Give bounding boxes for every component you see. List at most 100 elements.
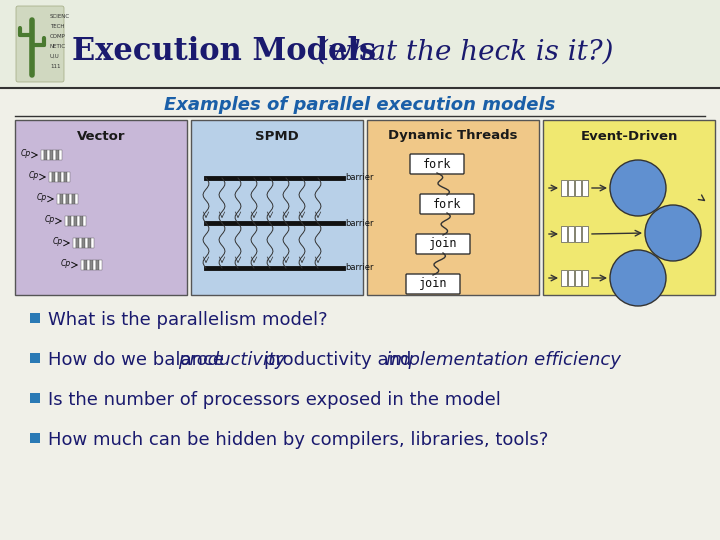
- Bar: [561, 180, 567, 196]
- FancyBboxPatch shape: [406, 274, 460, 294]
- Text: barrier: barrier: [345, 264, 374, 273]
- Bar: [88, 238, 91, 248]
- Bar: [0, 0, 720, 88]
- Text: (what the heck is it?): (what the heck is it?): [317, 38, 613, 65]
- Bar: [543, 120, 715, 295]
- Bar: [561, 270, 567, 286]
- Bar: [41, 150, 44, 160]
- Bar: [82, 238, 85, 248]
- Bar: [90, 260, 93, 270]
- Text: SCIENC: SCIENC: [50, 14, 70, 19]
- Bar: [87, 260, 90, 270]
- Bar: [44, 150, 47, 160]
- Bar: [65, 216, 68, 226]
- Circle shape: [645, 205, 701, 261]
- Bar: [568, 180, 574, 196]
- Bar: [30, 353, 40, 363]
- Bar: [30, 393, 40, 403]
- Text: fork: fork: [433, 198, 462, 211]
- Text: 111: 111: [50, 64, 60, 69]
- Bar: [55, 172, 58, 182]
- Text: Is the number of processors exposed in the model: Is the number of processors exposed in t…: [48, 391, 501, 409]
- Bar: [64, 172, 67, 182]
- Text: NETIC: NETIC: [50, 44, 66, 49]
- Text: How much can be hidden by compilers, libraries, tools?: How much can be hidden by compilers, lib…: [48, 431, 549, 449]
- Bar: [582, 226, 588, 242]
- Text: barrier: barrier: [345, 173, 374, 183]
- Bar: [30, 433, 40, 443]
- Bar: [52, 172, 55, 182]
- Bar: [72, 194, 75, 204]
- Bar: [568, 270, 574, 286]
- Text: Execution Models: Execution Models: [72, 37, 387, 68]
- Bar: [79, 238, 82, 248]
- FancyBboxPatch shape: [416, 234, 470, 254]
- Bar: [575, 180, 581, 196]
- Bar: [15, 120, 187, 295]
- Bar: [568, 226, 574, 242]
- Text: COMP: COMP: [50, 34, 66, 39]
- Bar: [582, 180, 588, 196]
- Text: Cp: Cp: [45, 215, 55, 224]
- Bar: [30, 313, 40, 323]
- Text: Dynamic Threads: Dynamic Threads: [388, 130, 518, 143]
- Bar: [56, 150, 59, 160]
- Text: Cp: Cp: [37, 193, 48, 202]
- Bar: [69, 194, 72, 204]
- Bar: [68, 216, 71, 226]
- Text: Cp: Cp: [61, 259, 71, 268]
- Bar: [49, 172, 52, 182]
- Text: barrier: barrier: [345, 219, 374, 227]
- Bar: [582, 270, 588, 286]
- Text: U,U: U,U: [50, 54, 60, 59]
- Bar: [85, 238, 88, 248]
- Text: implementation efficiency: implementation efficiency: [387, 351, 621, 369]
- Bar: [99, 260, 102, 270]
- Bar: [77, 216, 80, 226]
- Text: productivity: productivity: [178, 351, 285, 369]
- Bar: [91, 238, 94, 248]
- Bar: [191, 120, 363, 295]
- Bar: [59, 150, 62, 160]
- Bar: [60, 194, 63, 204]
- Text: SPMD: SPMD: [255, 130, 299, 143]
- FancyBboxPatch shape: [410, 154, 464, 174]
- Text: How do we balance: How do we balance: [48, 351, 230, 369]
- Bar: [67, 172, 70, 182]
- Bar: [73, 238, 76, 248]
- Bar: [81, 260, 84, 270]
- Bar: [80, 216, 83, 226]
- Bar: [63, 194, 66, 204]
- Text: Cp: Cp: [29, 171, 40, 180]
- Text: What is the parallelism model?: What is the parallelism model?: [48, 311, 328, 329]
- Bar: [93, 260, 96, 270]
- Text: Cp: Cp: [21, 149, 31, 158]
- Bar: [83, 216, 86, 226]
- Bar: [61, 172, 64, 182]
- Circle shape: [610, 160, 666, 216]
- Text: Examples of parallel execution models: Examples of parallel execution models: [164, 96, 556, 114]
- Bar: [53, 150, 56, 160]
- Bar: [575, 270, 581, 286]
- Bar: [50, 150, 53, 160]
- Circle shape: [610, 250, 666, 306]
- Text: Event-Driven: Event-Driven: [580, 130, 678, 143]
- Bar: [575, 226, 581, 242]
- Bar: [96, 260, 99, 270]
- Bar: [76, 238, 79, 248]
- Bar: [75, 194, 78, 204]
- FancyBboxPatch shape: [420, 194, 474, 214]
- Bar: [71, 216, 74, 226]
- Bar: [47, 150, 50, 160]
- Text: productivity and: productivity and: [264, 351, 417, 369]
- Text: Cp: Cp: [53, 237, 63, 246]
- Text: join: join: [419, 278, 447, 291]
- Bar: [57, 194, 60, 204]
- Bar: [66, 194, 69, 204]
- Text: join: join: [428, 238, 457, 251]
- Bar: [84, 260, 87, 270]
- Text: TECH: TECH: [50, 24, 65, 29]
- Bar: [58, 172, 61, 182]
- Bar: [74, 216, 77, 226]
- Text: fork: fork: [423, 158, 451, 171]
